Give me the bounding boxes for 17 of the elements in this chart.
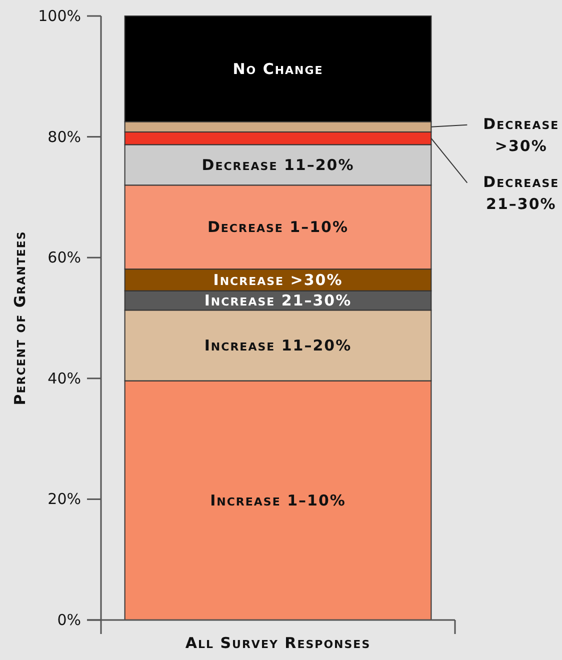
x-tick-label: All Survey Responses — [185, 634, 371, 652]
series-label: Increase 1–10% — [210, 491, 346, 510]
y-tick-label: 20% — [48, 490, 81, 508]
series-label: Increase 11–20% — [204, 336, 352, 354]
series-label: Decrease 1–10% — [207, 218, 349, 236]
series-label: Increase >30% — [213, 270, 343, 289]
legend-label: Decrease >30% — [483, 114, 560, 155]
y-tick-label: 60% — [48, 248, 81, 267]
y-axis-title: Percent of Grantees — [11, 230, 29, 406]
text: Decrease 21–30% — [483, 172, 560, 213]
y-tick-label: 0% — [57, 611, 81, 629]
y-tick-label: 80% — [48, 128, 81, 146]
y-tick-label: 100% — [38, 7, 81, 25]
series-label: Decrease 11–20% — [202, 156, 354, 174]
series-label: No Change — [232, 60, 324, 78]
y-tick-label: 40% — [48, 369, 81, 388]
series-label: Increase 21–30% — [204, 291, 352, 310]
